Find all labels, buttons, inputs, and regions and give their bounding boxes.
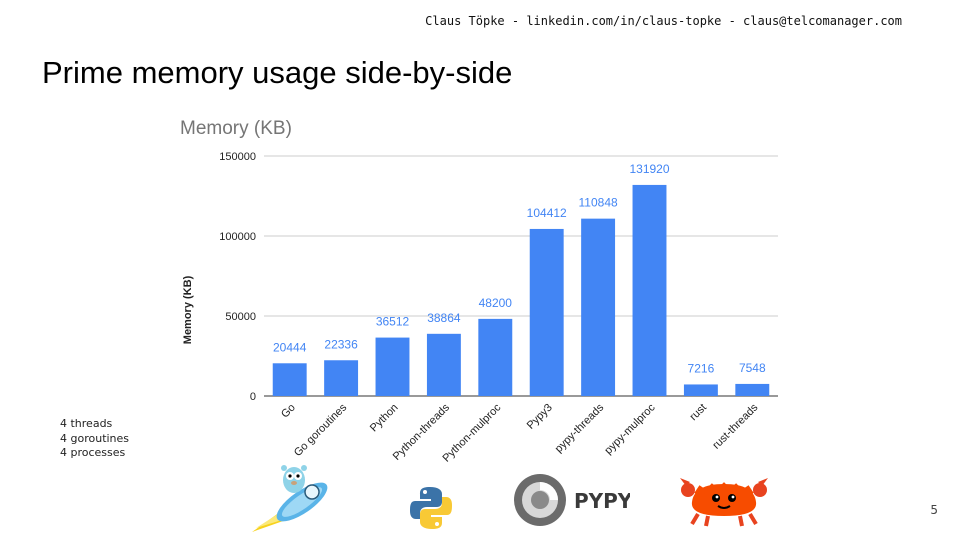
pypy-logo-text: PYPY xyxy=(574,489,630,513)
pypy-logo-icon: PYPY xyxy=(514,474,630,526)
bar xyxy=(478,318,513,396)
slide-title: Prime memory usage side-by-side xyxy=(42,55,513,90)
bar xyxy=(632,184,667,396)
slide-number: 5 xyxy=(930,503,938,517)
data-label: 110848 xyxy=(579,196,618,210)
y-tick-label: 150000 xyxy=(219,151,256,163)
chart-title: Memory (KB) xyxy=(180,118,292,139)
y-tick-label: 0 xyxy=(250,391,256,403)
bar xyxy=(735,383,770,396)
note-processes: 4 processes xyxy=(60,446,126,459)
data-label: 22336 xyxy=(324,337,358,351)
x-tick-label: rust xyxy=(688,402,709,423)
rust-crab-icon xyxy=(680,478,768,527)
data-label: 131920 xyxy=(629,162,669,176)
y-axis-label: Memory (KB) xyxy=(182,275,194,344)
python-logo-icon xyxy=(410,487,452,529)
data-label: 38864 xyxy=(427,311,461,325)
data-label: 48200 xyxy=(479,296,513,310)
bar xyxy=(581,218,616,396)
data-label: 7548 xyxy=(739,361,766,375)
bar xyxy=(529,228,564,396)
data-label: 36512 xyxy=(376,315,410,329)
x-tick-label: Go goroutines xyxy=(292,401,350,459)
data-label: 7216 xyxy=(688,361,715,375)
data-label: 104412 xyxy=(527,206,567,220)
note-threads: 4 threads xyxy=(60,417,113,430)
x-tick-label: pypy-threads xyxy=(553,401,607,455)
bar xyxy=(683,384,718,396)
y-tick-label: 100000 xyxy=(219,231,256,243)
contact-header: Claus Töpke - linkedin.com/in/claus-topk… xyxy=(425,14,902,28)
notes-list: 4 threads 4 goroutines 4 processes xyxy=(60,417,129,461)
bar xyxy=(426,333,461,396)
bar xyxy=(272,363,307,396)
data-label: 20444 xyxy=(273,340,307,354)
bar xyxy=(375,337,410,396)
go-gopher-rocket-icon xyxy=(252,465,328,532)
x-tick-label: Pypy3 xyxy=(525,402,555,432)
y-tick-label: 50000 xyxy=(225,311,256,323)
x-tick-label: Go xyxy=(279,402,298,421)
x-tick-label: Python xyxy=(368,402,401,435)
note-goroutines: 4 goroutines xyxy=(60,431,130,445)
x-tick-label: rust-threads xyxy=(710,401,760,451)
x-tick-label: pypy-mulproc xyxy=(602,401,658,457)
bar xyxy=(324,360,359,396)
